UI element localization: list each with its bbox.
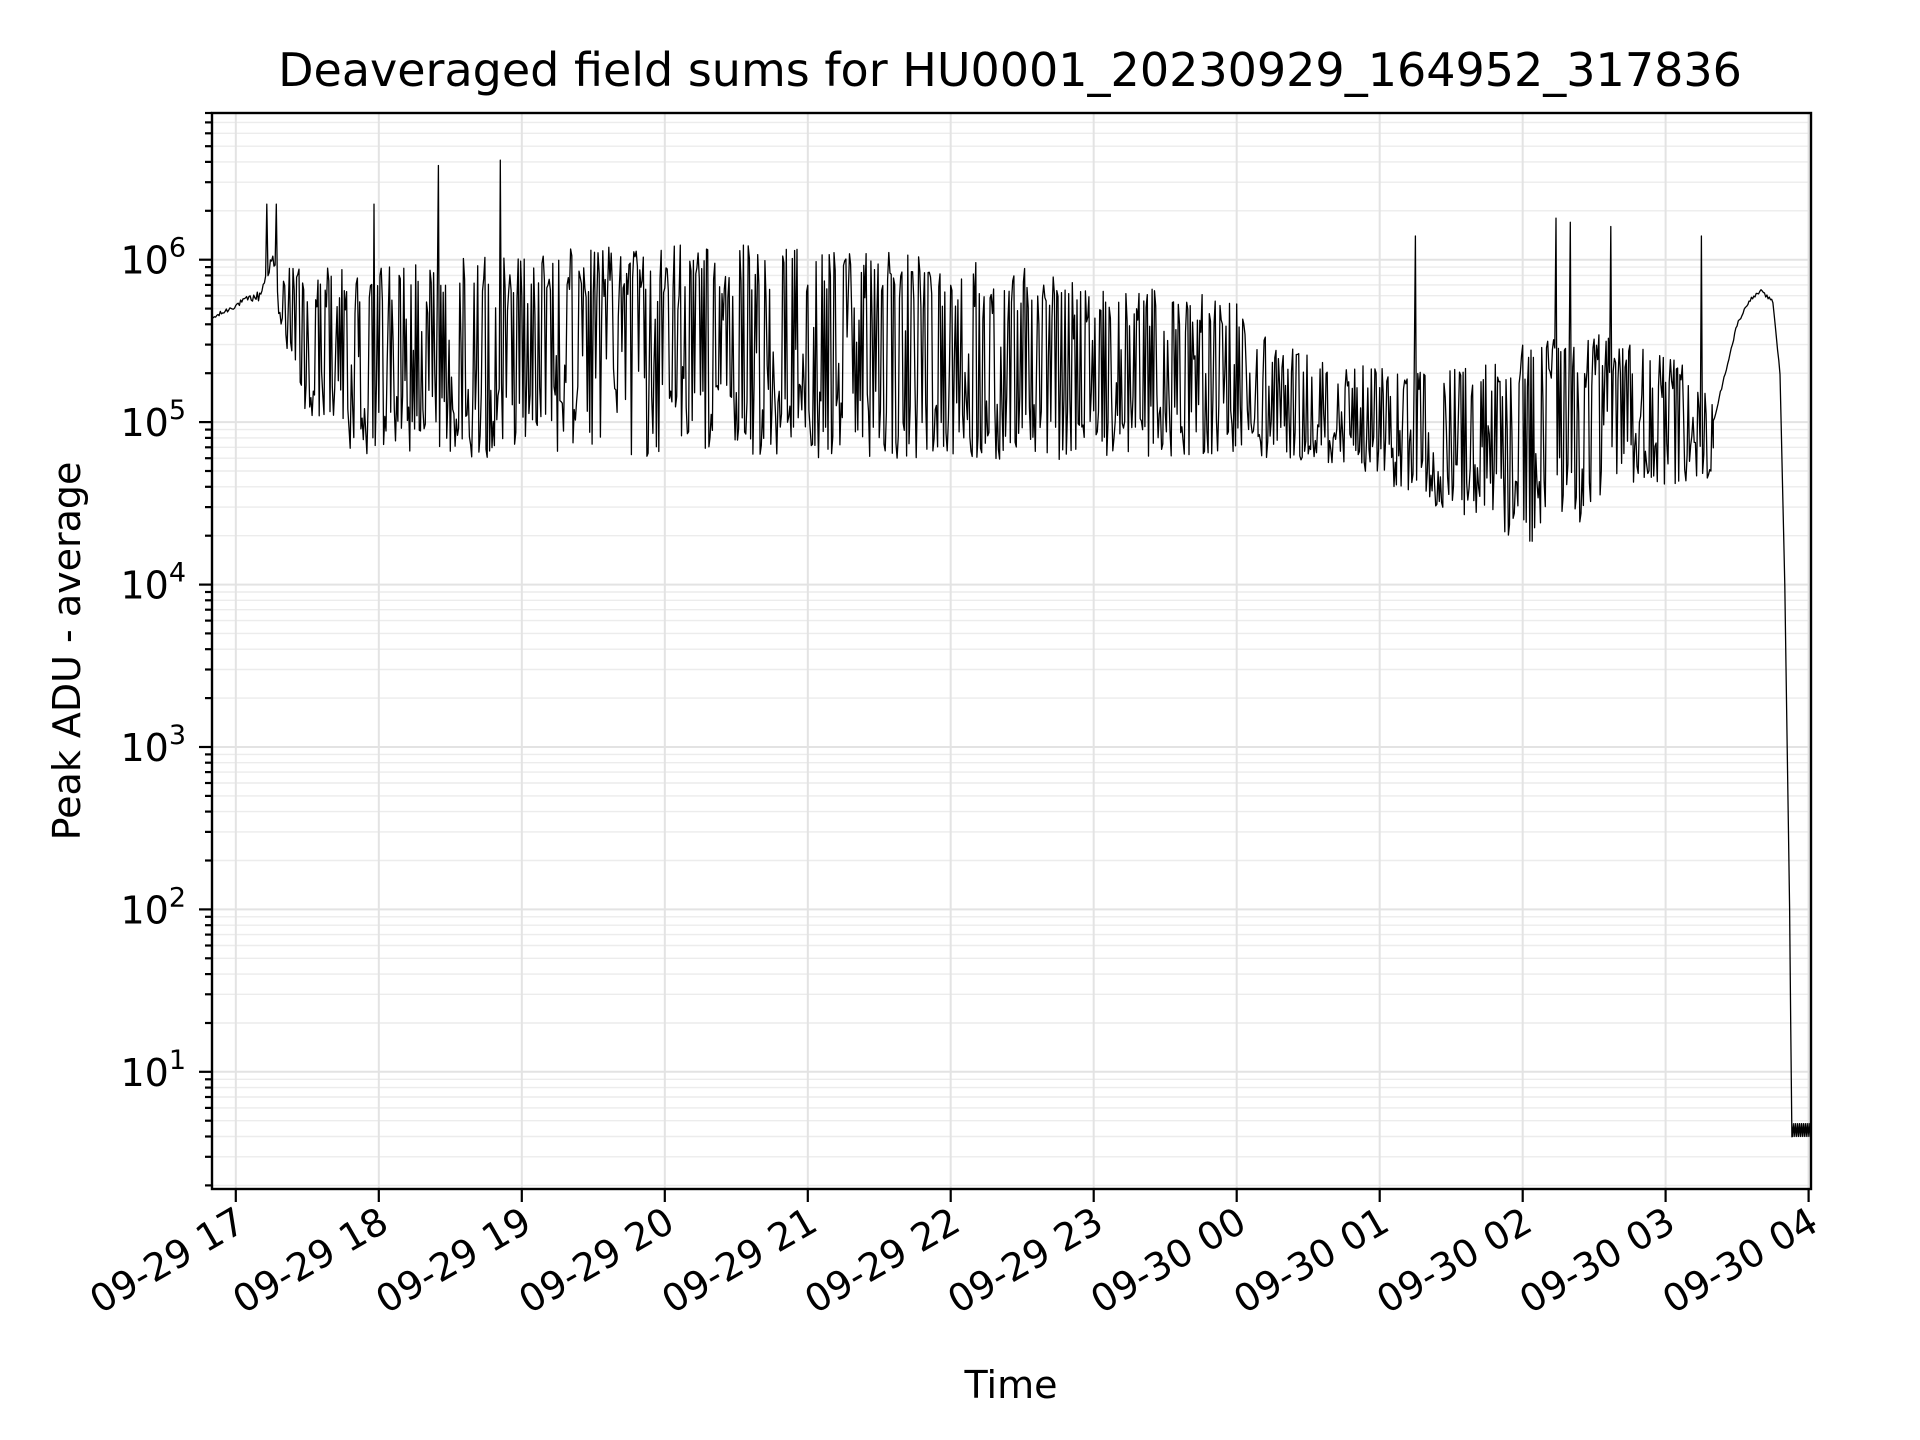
y-tick-label: 102 — [120, 882, 186, 932]
x-tick-label: 09-29 19 — [368, 1199, 538, 1323]
x-tick-label: 09-30 02 — [1369, 1199, 1539, 1323]
chart-title: Deaveraged field sums for HU0001_2023092… — [278, 43, 1742, 97]
x-tick-label: 09-29 21 — [654, 1199, 824, 1323]
series — [211, 159, 1812, 1138]
x-tick-label: 09-29 20 — [511, 1199, 681, 1323]
series-line — [211, 159, 1812, 1138]
y-tick-label: 106 — [120, 233, 186, 283]
x-tick-label: 09-30 00 — [1083, 1199, 1253, 1323]
y-tick-label: 104 — [120, 558, 186, 608]
x-axis-label: Time — [964, 1363, 1058, 1407]
y-axis-label: Peak ADU - average — [45, 462, 89, 841]
x-tick-label: 09-29 23 — [940, 1199, 1110, 1323]
plot-frame — [210, 111, 1813, 1191]
x-tick-label: 09-29 18 — [225, 1199, 395, 1323]
x-tick-label: 09-30 03 — [1512, 1199, 1682, 1323]
y-tick-label: 103 — [120, 720, 186, 770]
x-tick-label: 09-29 22 — [797, 1199, 967, 1323]
y-tick-label: 105 — [120, 395, 186, 445]
x-tick-label: 09-29 17 — [82, 1199, 252, 1323]
y-tick-label: 101 — [120, 1045, 186, 1095]
x-tick-label: 09-30 04 — [1655, 1199, 1825, 1323]
x-tick-label: 09-30 01 — [1226, 1199, 1396, 1323]
y-axis: 101 102 103 104 105 106 — [120, 111, 212, 1187]
